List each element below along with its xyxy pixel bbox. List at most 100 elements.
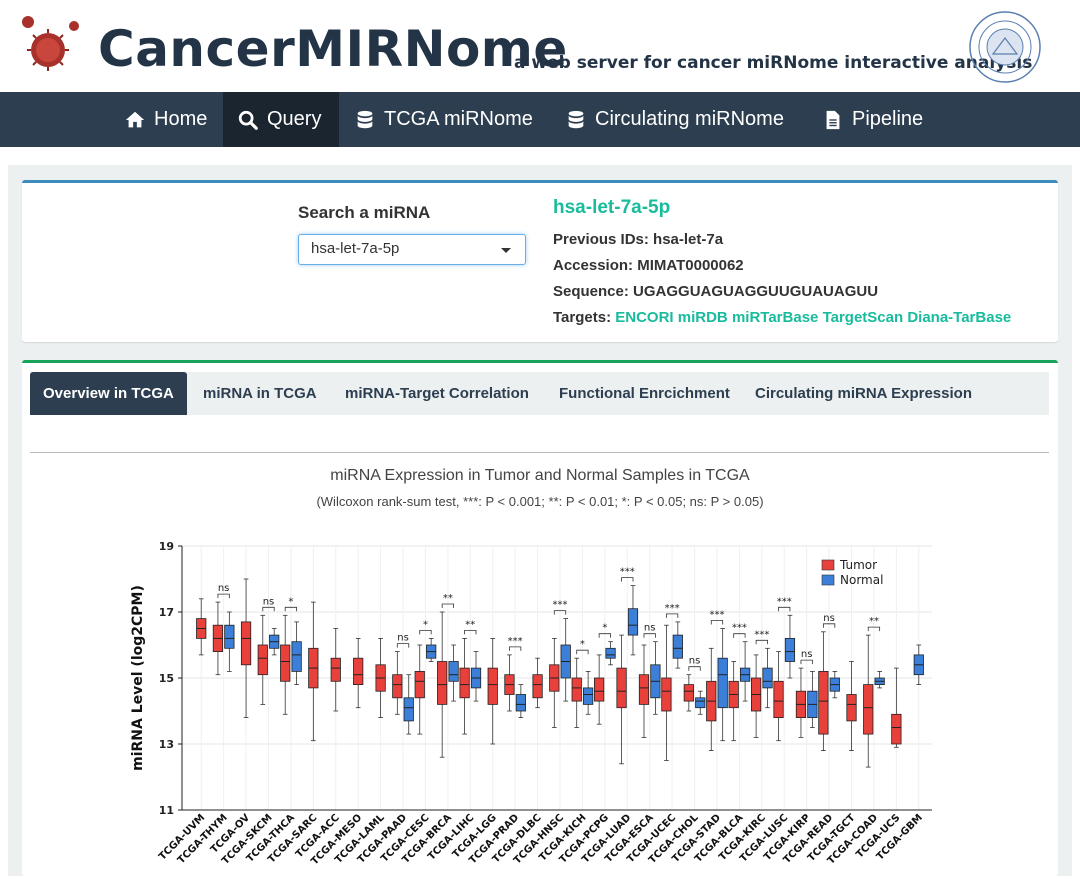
sig-bracket xyxy=(576,649,589,655)
sig-bracket xyxy=(419,630,432,635)
mirna-select[interactable]: hsa-let-7a-5p xyxy=(298,234,526,265)
sig-label: ** xyxy=(465,619,475,630)
nav-tcga-mirnome[interactable]: TCGA miRNome xyxy=(340,92,547,147)
sig-label: ns xyxy=(801,649,813,660)
tumor-box xyxy=(549,638,560,728)
chevron-down-icon xyxy=(501,248,511,253)
box xyxy=(672,634,683,659)
normal-box xyxy=(807,670,818,728)
target-link-mirdb[interactable]: miRDB xyxy=(677,309,728,326)
sig-label: * xyxy=(602,623,607,634)
box xyxy=(403,697,414,722)
nav-query-label: Query xyxy=(267,108,322,130)
normal-box xyxy=(426,638,437,662)
tumor-box xyxy=(308,601,319,742)
tumor-box xyxy=(459,638,470,735)
nav-query[interactable]: Query xyxy=(223,92,339,147)
previous-ids-line: Previous IDs: hsa-let-7a xyxy=(553,231,723,248)
target-link-mirtarbase[interactable]: miRTarBase xyxy=(731,309,819,326)
sig-bracket xyxy=(396,643,410,648)
tumor-box xyxy=(353,638,364,709)
box xyxy=(515,694,526,712)
normal-box xyxy=(605,641,616,666)
sig-label: *** xyxy=(732,623,747,634)
tumor-box xyxy=(487,638,498,745)
sig-bracket xyxy=(867,626,881,632)
mirna-name: hsa-let-7a-5p xyxy=(553,197,671,218)
sig-label: *** xyxy=(754,629,769,640)
normal-box xyxy=(784,614,796,679)
target-link-diana-tarbase[interactable]: Diana-TarBase xyxy=(907,309,1012,326)
tab-overview-in-tcga[interactable]: Overview in TCGA xyxy=(30,372,187,415)
nav-pipeline[interactable]: Pipeline xyxy=(808,92,937,147)
chart-title: miRNA Expression in Tumor and Normal Sam… xyxy=(330,467,750,484)
y-tick-label: 15 xyxy=(159,672,174,685)
normal-box xyxy=(269,628,280,656)
sig-bracket xyxy=(464,630,477,635)
box xyxy=(257,644,268,676)
database-icon xyxy=(357,110,373,128)
box xyxy=(571,677,582,702)
box xyxy=(683,684,694,702)
sig-label: ns xyxy=(823,613,835,624)
tab-circulating-mirna-expression[interactable]: Circulating miRNA Expression xyxy=(755,385,972,402)
tumor-box xyxy=(773,651,784,742)
normal-box xyxy=(650,641,661,715)
normal-box xyxy=(470,651,482,702)
box xyxy=(627,608,639,636)
previous-ids-value: hsa-let-7a xyxy=(653,231,724,248)
box xyxy=(448,661,459,682)
tumor-box xyxy=(661,624,672,761)
tumor-box xyxy=(818,631,829,752)
nav-home[interactable]: Home xyxy=(110,92,221,147)
tab-mirna-in-tcga[interactable]: miRNA in TCGA xyxy=(203,385,317,402)
sig-label: *** xyxy=(665,603,680,614)
normal-box xyxy=(224,611,235,672)
sig-label: *** xyxy=(508,636,523,647)
sig-bracket xyxy=(643,633,656,638)
tumor-box xyxy=(414,644,425,735)
tumor-box xyxy=(375,638,386,719)
accession-label: Accession: xyxy=(553,257,634,274)
y-axis-label: miRNA Level (log2CPM) xyxy=(130,585,146,771)
nav-home-label: Home xyxy=(154,108,208,130)
sig-bracket xyxy=(755,639,768,645)
normal-box xyxy=(403,674,414,735)
sig-label: ** xyxy=(869,616,879,627)
sig-bracket xyxy=(509,646,522,651)
tumor-box xyxy=(280,614,291,715)
nav-tcga-mirnome-label: TCGA miRNome xyxy=(384,108,533,130)
sig-bracket xyxy=(666,613,679,618)
box xyxy=(661,677,672,712)
tab-divider xyxy=(30,452,1049,453)
tumor-box xyxy=(795,667,807,738)
target-link-encori[interactable]: ENCORI xyxy=(615,309,674,326)
nav-circulating-mirnome[interactable]: Circulating miRNome xyxy=(551,92,798,147)
box xyxy=(616,667,627,709)
normal-box xyxy=(695,690,706,715)
sig-label: ns xyxy=(644,623,656,634)
search-icon xyxy=(238,110,258,130)
normal-box xyxy=(583,670,594,715)
target-link-targetscan[interactable]: TargetScan xyxy=(822,309,904,326)
normal-box xyxy=(672,621,683,669)
mirna-select-value: hsa-let-7a-5p xyxy=(311,240,400,257)
tumor-box xyxy=(257,614,268,705)
box xyxy=(773,680,784,719)
analysis-card: Overview in TCGA miRNA in TCGA miRNA-Tar… xyxy=(22,360,1058,876)
box xyxy=(594,677,605,702)
box xyxy=(762,667,773,689)
sig-bracket xyxy=(217,593,230,599)
tumor-box xyxy=(846,661,857,752)
normal-box xyxy=(515,684,526,719)
tumor-box xyxy=(594,654,605,725)
sig-label: *** xyxy=(709,610,724,621)
normal-box xyxy=(913,644,924,686)
sig-bracket xyxy=(553,610,567,615)
tumor-box xyxy=(891,667,902,748)
tab-functional-enrichment[interactable]: Functional Enrcichment xyxy=(559,385,730,402)
normal-box xyxy=(829,670,840,699)
tab-mirna-target-correlation[interactable]: miRNA-Target Correlation xyxy=(345,385,529,402)
normal-box xyxy=(291,621,302,686)
legend-swatch xyxy=(821,559,835,571)
